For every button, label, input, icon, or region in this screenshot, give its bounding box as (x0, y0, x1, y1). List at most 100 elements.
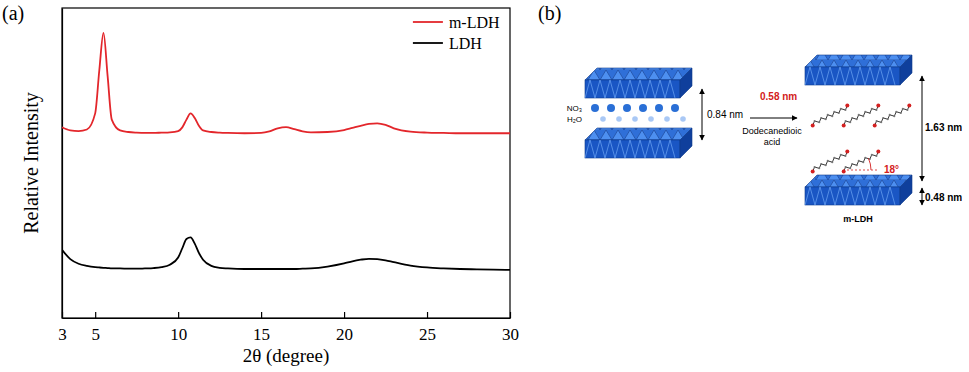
x-tick-mark (510, 312, 511, 318)
dodecanedioate-chain (842, 104, 881, 128)
ldh-layer (805, 55, 912, 85)
carbon-atom (831, 161, 833, 163)
octahedra (585, 140, 675, 158)
carbon-atom (831, 115, 833, 117)
carbon-atom (840, 154, 842, 156)
carbon-atom (893, 115, 895, 117)
series-line (62, 237, 510, 270)
water-molecule (600, 116, 606, 122)
chain-backbone (844, 106, 879, 126)
x-tick-mark (344, 312, 345, 318)
layer-top (805, 175, 912, 187)
oxygen-atom (876, 104, 880, 108)
reagent-label: Dodecanedioicacid (742, 126, 802, 147)
legend-label: LDH (449, 35, 482, 52)
nitrate-ion (671, 104, 679, 112)
angle-reference (843, 170, 878, 171)
carbon-atom (827, 160, 829, 162)
x-tick: 20 (336, 312, 353, 344)
ldh-layer (585, 68, 692, 98)
oxygen-atom (873, 123, 877, 127)
oxygen-atom (876, 150, 880, 154)
figure: 351015202530m-LDHLDH2θ (degree)Relative … (0, 0, 969, 372)
angle-label: 18° (884, 164, 899, 175)
dimension-arrow (922, 76, 923, 181)
x-tick: 10 (170, 312, 187, 344)
carbon-atom (814, 120, 816, 122)
carbon-atom (838, 112, 840, 114)
carbon-atom (849, 121, 851, 123)
nitrate-ion (655, 104, 663, 112)
x-tick-label: 15 (253, 325, 270, 344)
oxygen-atom (811, 123, 815, 127)
spacing-label: 0.84 nm (707, 109, 743, 120)
chain-backbone (844, 152, 879, 172)
carbon-atom (869, 112, 871, 114)
nitrate-ion (639, 104, 647, 112)
carbon-atom (864, 111, 866, 113)
carbon-atom (833, 157, 835, 159)
carbon-atom (902, 108, 904, 110)
carbon-atom (900, 112, 902, 114)
carbon-atom (814, 166, 816, 168)
layer-front (805, 187, 900, 205)
carbon-atom (871, 108, 873, 110)
layer-front (585, 80, 680, 98)
water-molecule (680, 116, 686, 122)
carbon-atom (864, 157, 866, 159)
legend-swatch (413, 21, 443, 23)
water-molecule (632, 116, 638, 122)
carbon-atom (840, 108, 842, 110)
carbon-atom (895, 111, 897, 113)
x-axis-title: 2θ (degree) (243, 345, 330, 367)
carbon-atom (875, 155, 877, 157)
carbon-atom (882, 117, 884, 119)
carbon-atom (845, 166, 847, 168)
x-tick-mark (261, 312, 262, 318)
x-tick: 30 (502, 312, 519, 344)
ldh-layer (585, 128, 692, 158)
layer-top (805, 55, 912, 67)
legend-item: m-LDH (413, 14, 500, 31)
dimension-arrow (702, 89, 703, 140)
x-axis: 3 5 10 15 20 25 30 (58, 312, 519, 344)
chain-length-label: 0.58 nm (760, 91, 797, 102)
angle-arc (868, 158, 871, 170)
ion-label: H₂O (567, 115, 582, 124)
diagram: (b)NO₃H₂O0.84 nmDodecanedioicacid18°0.58… (538, 2, 962, 224)
chain-backbone (875, 106, 910, 126)
octahedra (585, 80, 675, 98)
layer-side (680, 128, 692, 158)
x-tick-mark (95, 312, 96, 318)
legend: m-LDH LDH (413, 14, 500, 52)
carbon-atom (833, 111, 835, 113)
plot-lines (62, 33, 510, 270)
carbon-atom (838, 158, 840, 160)
y-axis-line (62, 9, 63, 319)
x-tick: 15 (253, 312, 270, 344)
ldh-layer (805, 175, 912, 205)
carbon-atom (858, 160, 860, 162)
carbon-atom (871, 154, 873, 156)
carbon-atom (825, 164, 827, 166)
panel-label: (a) (2, 2, 24, 25)
oxygen-atom (907, 104, 911, 108)
panel-label: (b) (538, 2, 561, 25)
x-tick: 5 (91, 312, 100, 344)
x-tick-label: 30 (502, 325, 519, 344)
nitrate-ion (607, 104, 615, 112)
water-molecule (664, 116, 670, 122)
carbon-atom (818, 121, 820, 123)
layer-front (585, 140, 680, 158)
carbon-atom (820, 163, 822, 165)
carbon-atom (844, 155, 846, 157)
carbon-atom (851, 117, 853, 119)
carbon-atom (856, 164, 858, 166)
x-tick-label: 25 (419, 325, 436, 344)
carbon-atom (889, 114, 891, 116)
y-axis (62, 9, 63, 319)
x-tick-label: 3 (58, 325, 67, 344)
carbon-atom (858, 114, 860, 116)
product-label: m-LDH (843, 214, 873, 224)
dodecanedioate-chain (842, 150, 881, 174)
